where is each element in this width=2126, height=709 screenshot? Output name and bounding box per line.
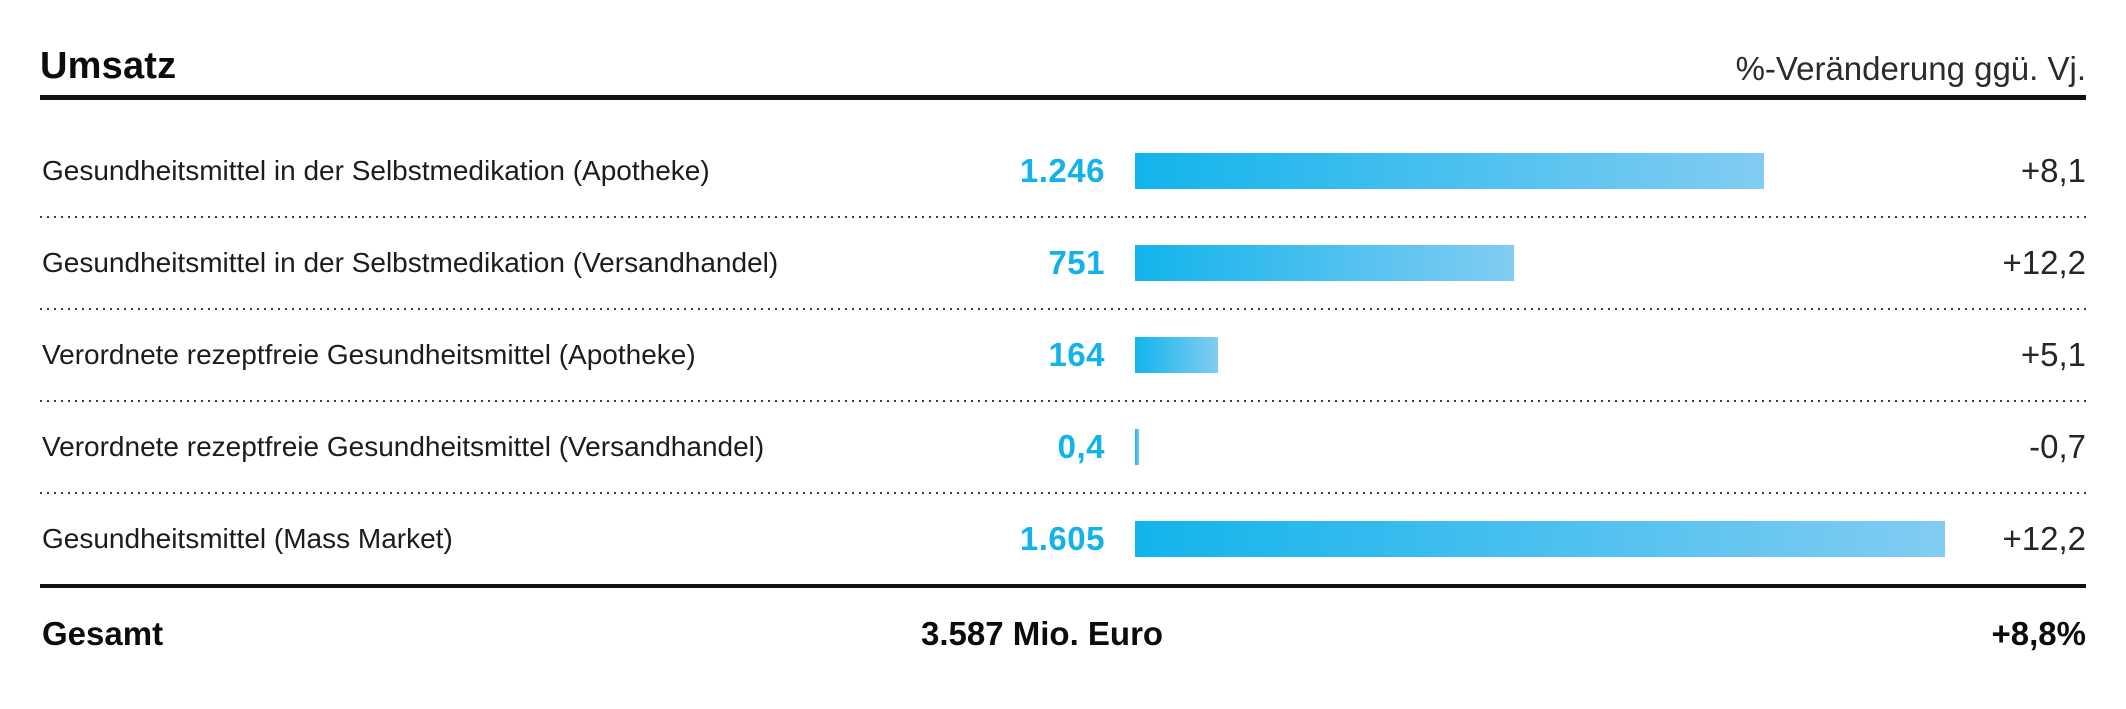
bar-track bbox=[1135, 521, 1945, 557]
change-column-header: %-Veränderung ggü. Vj. bbox=[1735, 50, 2086, 87]
row-change: +8,1 bbox=[2020, 152, 2086, 189]
table-row: Gesundheitsmittel in der Selbstmedikatio… bbox=[40, 218, 2086, 308]
bar bbox=[1135, 153, 1764, 189]
row-label: Gesundheitsmittel in der Selbstmedikatio… bbox=[42, 247, 779, 278]
bar-track bbox=[1135, 429, 1945, 465]
dotted-divider bbox=[40, 308, 2086, 310]
chart-header: Umsatz %-Veränderung ggü. Vj. bbox=[40, 0, 2086, 88]
table-row: Verordnete rezeptfreie Gesundheitsmittel… bbox=[40, 402, 2086, 492]
row-change: +12,2 bbox=[2002, 520, 2087, 557]
total-change: +8,8% bbox=[1991, 615, 2087, 652]
bottom-rule bbox=[40, 584, 2086, 588]
bar-track bbox=[1135, 153, 1945, 189]
bar bbox=[1135, 429, 1139, 465]
dotted-divider bbox=[40, 492, 2086, 494]
top-rule bbox=[40, 95, 2086, 100]
row-label: Gesundheitsmittel in der Selbstmedikatio… bbox=[42, 155, 710, 186]
row-change: +5,1 bbox=[2020, 336, 2086, 373]
chart-title: Umsatz bbox=[40, 45, 177, 87]
row-value: 164 bbox=[1048, 336, 1105, 373]
total-value: 3.587 Mio. Euro bbox=[921, 615, 1164, 652]
row-change: -0,7 bbox=[2029, 428, 2086, 465]
table-row: Gesundheitsmittel in der Selbstmedikatio… bbox=[40, 126, 2086, 216]
row-value: 1.605 bbox=[1019, 520, 1105, 557]
table-row: Verordnete rezeptfreie Gesundheitsmittel… bbox=[40, 310, 2086, 400]
bar-track bbox=[1135, 245, 1945, 281]
bar bbox=[1135, 245, 1514, 281]
row-value: 0,4 bbox=[1057, 428, 1105, 465]
bar-track bbox=[1135, 337, 1945, 373]
row-label: Gesundheitsmittel (Mass Market) bbox=[42, 523, 453, 554]
row-label: Verordnete rezeptfreie Gesundheitsmittel… bbox=[42, 431, 765, 462]
row-change: +12,2 bbox=[2002, 244, 2087, 281]
dotted-divider bbox=[40, 216, 2086, 218]
row-label: Verordnete rezeptfreie Gesundheitsmittel… bbox=[42, 339, 696, 370]
chart-rows: Gesundheitsmittel in der Selbstmedikatio… bbox=[40, 100, 2086, 584]
row-value: 751 bbox=[1048, 244, 1105, 281]
row-value: 1.246 bbox=[1019, 152, 1105, 189]
table-row: Gesundheitsmittel (Mass Market) 1.605 +1… bbox=[40, 494, 2086, 584]
bar bbox=[1135, 337, 1218, 373]
total-label: Gesamt bbox=[42, 615, 164, 652]
total-row: Gesamt 3.587 Mio. Euro +8,8% bbox=[40, 588, 2086, 680]
bar bbox=[1135, 521, 1945, 557]
dotted-divider bbox=[40, 400, 2086, 402]
